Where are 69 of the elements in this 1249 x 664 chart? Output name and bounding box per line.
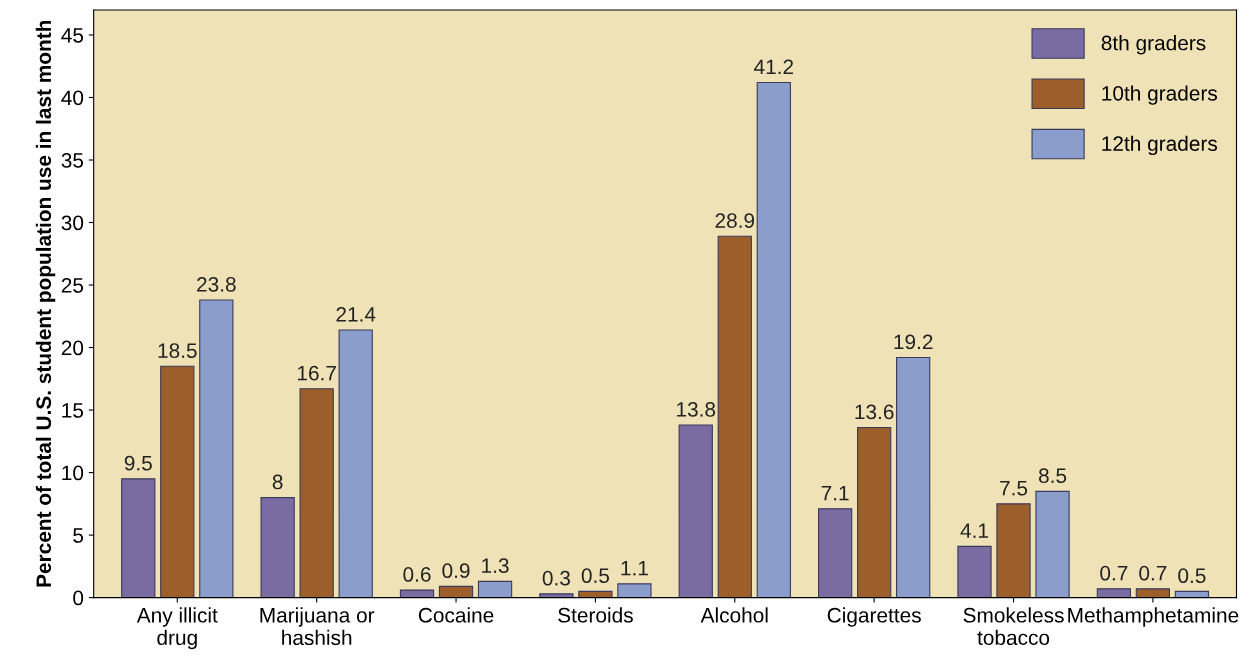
data-label: 8 — [272, 474, 283, 490]
bar — [617, 583, 652, 598]
data-label: 7.1 — [821, 486, 849, 501]
data-label: 4.1 — [960, 523, 988, 538]
y-tick-label: 5 — [73, 528, 84, 543]
data-label: 13.6 — [855, 404, 894, 420]
bar — [438, 585, 474, 598]
data-label: 19.2 — [894, 334, 933, 350]
y-tick-label: 35 — [61, 153, 84, 168]
data-label: 0.7 — [1100, 565, 1128, 581]
legend-label: 8th graders — [1101, 35, 1206, 55]
y-tick-label: 15 — [62, 403, 84, 418]
x-tick-label: Marijuana or hashish — [260, 607, 375, 646]
bar — [338, 329, 373, 598]
bar — [857, 427, 892, 598]
bar — [539, 593, 574, 598]
bar — [1135, 588, 1171, 598]
bar — [957, 545, 992, 598]
data-label: 0.5 — [1178, 568, 1206, 584]
bar — [121, 478, 156, 598]
y-tick-label: 20 — [61, 340, 84, 356]
data-label: 1.3 — [482, 558, 509, 574]
bar — [717, 235, 752, 598]
y-tick-label: 25 — [61, 278, 84, 293]
y-tick-label: 30 — [61, 215, 84, 231]
x-tick-label: Methamphetamine — [1068, 607, 1239, 627]
y-tick-label: 40 — [61, 90, 84, 106]
data-label: 0.9 — [442, 563, 470, 579]
data-label: 21.4 — [336, 307, 376, 322]
x-tick-label: Cigarettes — [827, 607, 921, 627]
data-label: 23.8 — [197, 276, 236, 292]
data-label: 16.7 — [297, 365, 336, 381]
bar — [399, 589, 435, 598]
bar — [299, 388, 334, 598]
y-tick-label: 0 — [73, 590, 84, 606]
legend-label: 12th graders — [1102, 135, 1218, 156]
data-label: 8.5 — [1038, 468, 1067, 484]
data-label: 0.3 — [542, 570, 570, 586]
x-tick-label: Smokeless tobacco — [963, 607, 1064, 646]
bar — [477, 580, 513, 598]
bar — [578, 590, 613, 598]
bar — [678, 424, 713, 598]
bar — [1096, 588, 1132, 598]
x-tick-label: Steroids — [558, 607, 633, 623]
bar — [199, 299, 234, 598]
bar — [160, 365, 195, 598]
data-label: 1.1 — [621, 561, 648, 576]
data-label: 0.5 — [581, 568, 610, 584]
legend-label: 10th graders — [1102, 85, 1218, 105]
x-tick-label: Alcohol — [700, 607, 768, 623]
bar — [996, 503, 1031, 598]
data-label: 7.5 — [1000, 481, 1028, 496]
y-tick-label: 45 — [61, 28, 84, 43]
bar — [1035, 490, 1070, 598]
x-tick-label: Any illicit drug — [136, 607, 218, 650]
bar — [817, 508, 853, 598]
data-label: 0.7 — [1139, 565, 1167, 581]
bar — [260, 497, 295, 598]
x-tick-label: Cocaine — [418, 607, 494, 623]
y-tick-label: 10 — [62, 465, 84, 481]
bar — [896, 356, 931, 598]
bar — [756, 81, 791, 598]
data-label: 41.2 — [754, 59, 794, 74]
data-label: 0.6 — [403, 567, 431, 582]
data-label: 9.5 — [124, 455, 152, 471]
y-axis-title: Percent of total U.S. student population use in last month — [35, 20, 56, 587]
data-label: 13.8 — [677, 402, 716, 417]
data-label: 18.5 — [158, 343, 197, 359]
data-label: 28.9 — [715, 213, 755, 228]
